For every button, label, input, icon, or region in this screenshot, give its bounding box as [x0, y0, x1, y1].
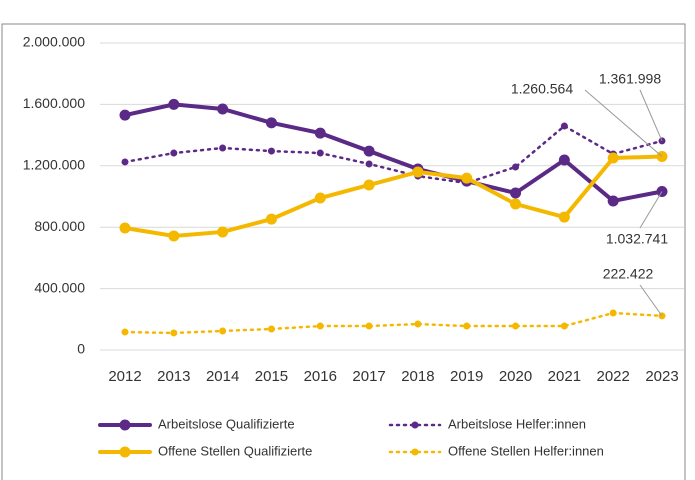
x-tick-label: 2014	[206, 368, 239, 385]
marker	[560, 122, 568, 130]
data-label: 222.422	[603, 266, 654, 282]
x-tick-label: 2015	[255, 368, 288, 385]
legend-label: Offene Stellen Qualifizierte	[158, 443, 312, 458]
marker	[363, 145, 375, 157]
marker	[265, 213, 277, 225]
frame	[1, 23, 686, 480]
leader-line	[584, 89, 663, 157]
marker	[219, 144, 227, 152]
marker	[219, 327, 227, 335]
y-tick-label: 2.000.000	[23, 34, 85, 50]
marker	[463, 322, 471, 330]
marker	[510, 198, 522, 210]
marker	[365, 160, 373, 168]
legend-marker	[119, 446, 131, 458]
series-line	[123, 154, 664, 238]
series-line	[123, 124, 664, 185]
marker	[607, 195, 619, 207]
leader-line	[639, 284, 663, 317]
data-label: 1.032.741	[606, 231, 668, 247]
marker	[558, 211, 570, 223]
series-line	[123, 102, 664, 204]
x-tick-label: 2023	[645, 368, 678, 385]
x-tick-label: 2020	[499, 368, 532, 385]
x-tick-label: 2016	[304, 368, 337, 385]
legend-marker	[119, 419, 131, 431]
data-label: 1.260.564	[511, 81, 573, 97]
marker	[414, 320, 422, 328]
x-tick-label: 2017	[352, 368, 385, 385]
leader-line	[639, 89, 663, 142]
marker	[170, 149, 178, 157]
marker	[168, 230, 180, 242]
marker	[607, 152, 619, 164]
y-tick-label: 1.600.000	[23, 95, 85, 111]
marker	[168, 98, 180, 110]
marker	[558, 154, 570, 166]
marker	[267, 325, 275, 333]
legend-label: Arbeitslose Helfer:innen	[448, 416, 586, 431]
marker	[316, 149, 324, 157]
x-tick-label: 2019	[450, 368, 483, 385]
marker	[217, 103, 229, 115]
data-label: 1.361.998	[599, 71, 661, 87]
marker	[512, 163, 520, 171]
marker	[119, 222, 131, 234]
marker	[265, 117, 277, 129]
legend-marker	[411, 448, 419, 456]
legend-label: Arbeitslose Qualifizierte	[158, 416, 295, 431]
marker	[412, 166, 424, 178]
legend-marker	[411, 421, 419, 429]
marker	[121, 158, 129, 166]
marker	[267, 147, 275, 155]
marker	[121, 328, 129, 336]
marker	[510, 187, 522, 199]
marker	[365, 322, 373, 330]
marker	[217, 226, 229, 238]
marker	[119, 109, 131, 121]
x-tick-label: 2022	[596, 368, 629, 385]
legend-label: Offene Stellen Helfer:innen	[448, 443, 604, 458]
marker	[170, 329, 178, 337]
y-tick-label: 800.000	[34, 218, 85, 234]
leader-line	[639, 191, 663, 229]
x-tick-label: 2018	[401, 368, 434, 385]
marker	[609, 309, 617, 317]
y-tick-label: 1.200.000	[23, 157, 85, 173]
x-tick-label: 2012	[108, 368, 141, 385]
marker	[314, 127, 326, 139]
marker	[461, 172, 473, 184]
marker	[314, 192, 326, 204]
marker	[363, 179, 375, 191]
marker	[316, 322, 324, 330]
x-tick-label: 2021	[548, 368, 581, 385]
x-tick-label: 2013	[157, 368, 190, 385]
y-tick-label: 400.000	[34, 279, 85, 295]
marker	[512, 322, 520, 330]
series-line	[123, 311, 664, 335]
marker	[560, 322, 568, 330]
y-tick-label: 0	[77, 341, 85, 357]
